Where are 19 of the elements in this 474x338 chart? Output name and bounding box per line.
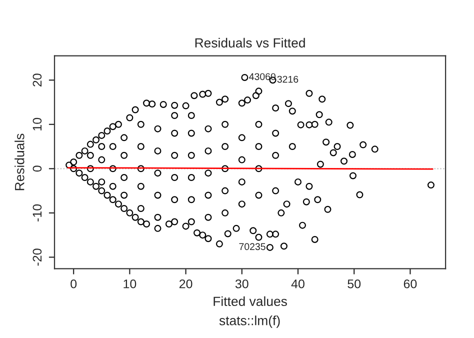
y-tick-label: 0: [32, 166, 42, 172]
y-tick-label: -10: [32, 204, 42, 222]
x-tick-label: 40: [291, 279, 304, 288]
x-tick-label: 50: [348, 279, 361, 288]
y-axis-title: Residuals: [14, 134, 24, 190]
x-tick-label: 0: [70, 279, 77, 288]
y-tick-label: 10: [32, 118, 42, 130]
chart-title: Residuals vs Fitted: [195, 38, 305, 48]
y-tick-label: 20: [32, 74, 42, 86]
annotation: 43060: [249, 73, 276, 80]
x-axis-title: Fitted values: [214, 296, 287, 306]
x-tick-label: 30: [235, 279, 248, 288]
x-tick-label: 20: [179, 279, 192, 288]
text: stats::lm(f): [219, 316, 280, 328]
y-tick-label: -20: [32, 248, 42, 266]
annotation: 3216: [277, 76, 298, 83]
x-tick-label: 60: [404, 279, 417, 288]
annotation: 70235: [239, 243, 266, 250]
x-tick-label: 10: [124, 279, 136, 288]
